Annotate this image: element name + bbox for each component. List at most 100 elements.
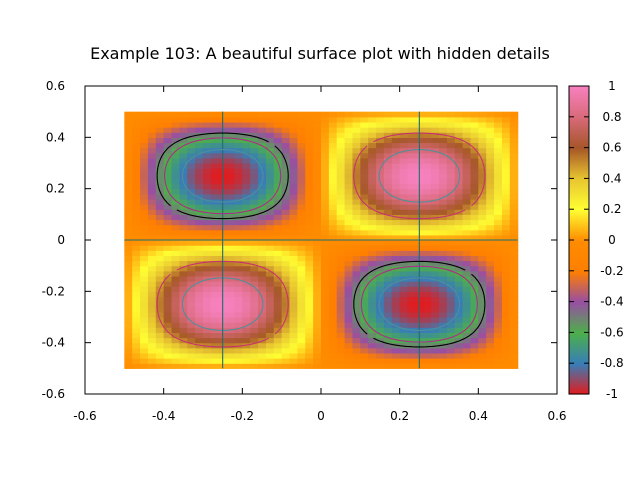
heatmap-cell bbox=[258, 209, 267, 215]
heatmap-cell bbox=[226, 286, 236, 292]
heatmap-cell bbox=[195, 209, 204, 215]
heatmap-cell bbox=[501, 240, 511, 246]
heatmap-cell bbox=[155, 163, 165, 169]
heatmap-cell bbox=[423, 132, 432, 138]
heatmap-cell bbox=[203, 311, 212, 318]
heatmap-cell bbox=[478, 224, 487, 231]
heatmap-cell bbox=[407, 301, 416, 308]
heatmap-cell bbox=[250, 275, 259, 282]
heatmap-cell bbox=[344, 214, 354, 221]
heatmap-cell bbox=[486, 296, 495, 303]
heatmap-cell bbox=[171, 137, 180, 144]
heatmap-cell bbox=[289, 229, 298, 236]
heatmap-cell bbox=[281, 347, 291, 354]
heatmap-cell bbox=[163, 281, 173, 287]
heatmap-cell bbox=[462, 234, 472, 241]
heatmap-cell bbox=[321, 327, 330, 333]
heatmap-cell bbox=[509, 337, 519, 344]
heatmap-cell bbox=[187, 198, 196, 205]
heatmap-cell bbox=[226, 229, 236, 236]
heatmap-cell bbox=[305, 260, 314, 267]
heatmap-cell bbox=[446, 306, 456, 313]
heatmap-cell bbox=[439, 363, 448, 369]
heatmap-cell bbox=[258, 127, 267, 133]
heatmap-cell bbox=[399, 204, 409, 210]
heatmap-cell bbox=[399, 127, 409, 133]
heatmap-cell bbox=[187, 332, 196, 339]
heatmap-cell bbox=[352, 198, 361, 205]
heatmap-cell bbox=[462, 219, 472, 226]
heatmap-cell bbox=[250, 198, 259, 205]
heatmap-cell bbox=[501, 245, 511, 251]
heatmap-cell bbox=[203, 121, 212, 128]
heatmap-cell bbox=[376, 301, 385, 308]
heatmap-cell bbox=[368, 147, 377, 154]
heatmap-cell bbox=[242, 224, 251, 231]
heatmap-cell bbox=[462, 173, 472, 179]
colorbar-segment bbox=[569, 112, 589, 115]
colorbar-segment bbox=[569, 340, 589, 343]
heatmap-cell bbox=[210, 224, 220, 231]
heatmap-cell bbox=[462, 327, 472, 333]
heatmap-cell bbox=[376, 327, 385, 333]
heatmap-cell bbox=[383, 183, 393, 190]
heatmap-cell bbox=[494, 327, 503, 333]
heatmap-cell bbox=[407, 347, 416, 354]
heatmap-cell bbox=[321, 178, 330, 185]
heatmap-cell bbox=[470, 152, 479, 159]
heatmap-cell bbox=[187, 193, 196, 200]
heatmap-cell bbox=[155, 142, 165, 149]
heatmap-cell bbox=[179, 111, 188, 118]
heatmap-cell bbox=[368, 132, 377, 138]
heatmap-cell bbox=[289, 286, 298, 292]
heatmap-cell bbox=[281, 111, 291, 118]
heatmap-cell bbox=[454, 229, 464, 236]
colorbar-segment bbox=[569, 104, 589, 107]
heatmap-cell bbox=[124, 322, 133, 328]
heatmap-cell bbox=[509, 306, 519, 313]
heatmap-cell bbox=[187, 322, 196, 328]
heatmap-cell bbox=[360, 327, 369, 333]
heatmap-cell bbox=[140, 240, 149, 246]
heatmap-cell bbox=[454, 265, 464, 272]
heatmap-cell bbox=[163, 332, 173, 339]
heatmap-cell bbox=[383, 111, 393, 118]
heatmap-cell bbox=[234, 229, 243, 236]
heatmap-cell bbox=[187, 234, 196, 241]
heatmap-cell bbox=[179, 157, 188, 164]
heatmap-cell bbox=[171, 317, 180, 323]
heatmap-cell bbox=[509, 342, 519, 349]
heatmap-cell bbox=[494, 152, 503, 159]
heatmap-cell bbox=[187, 188, 196, 195]
colorbar-segment bbox=[569, 252, 589, 255]
heatmap-cell bbox=[423, 204, 432, 210]
heatmap-cell bbox=[344, 265, 354, 272]
heatmap-cell bbox=[360, 209, 369, 215]
heatmap-cell bbox=[383, 317, 393, 323]
heatmap-cell bbox=[297, 337, 306, 344]
heatmap-cell bbox=[265, 116, 275, 123]
heatmap-cell bbox=[470, 286, 479, 292]
heatmap-cell bbox=[210, 281, 220, 287]
heatmap-cell bbox=[439, 116, 448, 123]
heatmap-cell bbox=[431, 270, 440, 277]
heatmap-cell bbox=[281, 240, 291, 246]
heatmap-cell bbox=[368, 255, 377, 262]
heatmap-cell bbox=[155, 306, 165, 313]
heatmap-cell bbox=[501, 322, 511, 328]
heatmap-cell bbox=[462, 147, 472, 154]
colorbar-segment bbox=[569, 156, 589, 159]
heatmap-cell bbox=[494, 306, 503, 313]
colorbar-segment bbox=[569, 260, 589, 263]
heatmap-cell bbox=[147, 178, 157, 185]
heatmap-cell bbox=[147, 291, 157, 298]
heatmap-cell bbox=[273, 157, 283, 164]
heatmap-cell bbox=[313, 363, 322, 369]
heatmap-cell bbox=[462, 198, 472, 205]
heatmap-cell bbox=[509, 121, 519, 128]
heatmap-cell bbox=[462, 286, 472, 292]
colorbar-segment bbox=[569, 142, 589, 145]
heatmap-cell bbox=[360, 332, 369, 339]
heatmap-cell bbox=[147, 116, 157, 123]
heatmap-cell bbox=[383, 116, 393, 123]
